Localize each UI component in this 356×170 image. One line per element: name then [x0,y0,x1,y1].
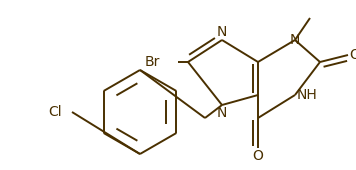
Text: N: N [290,33,300,47]
Text: NH: NH [297,88,318,102]
Text: N: N [217,25,227,39]
Text: Br: Br [145,55,160,69]
Text: O: O [252,149,263,163]
Text: Cl: Cl [48,105,62,119]
Text: N: N [217,106,227,120]
Text: O: O [349,48,356,62]
